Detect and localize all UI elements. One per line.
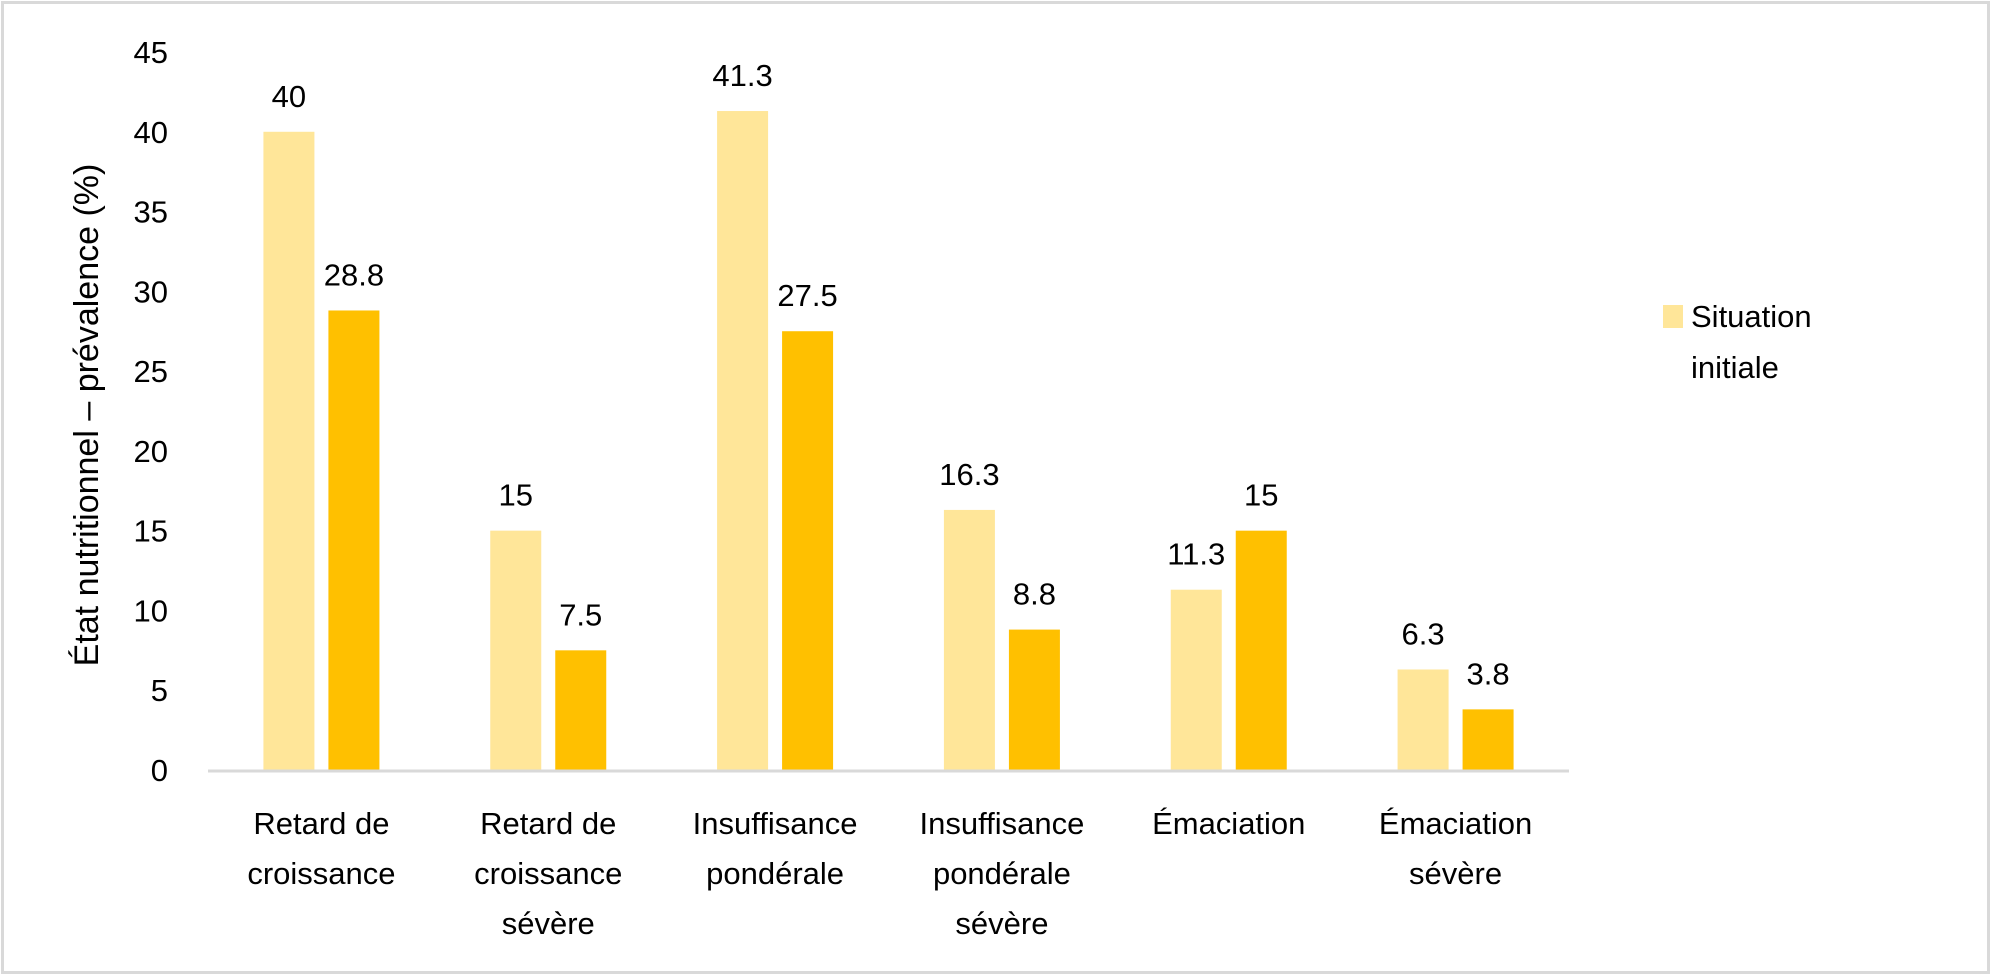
- y-tick-label: 15: [134, 514, 168, 549]
- data-label: 6.3: [1402, 616, 1445, 651]
- x-tick-label-line: Retard de: [253, 806, 389, 841]
- data-label: 15: [1244, 478, 1278, 513]
- x-tick-label: Émaciation sévère: [1379, 806, 1532, 891]
- x-tick-label-line: sévère: [1409, 856, 1502, 891]
- x-tick-label-line: pondérale: [706, 856, 844, 891]
- y-tick-label: 0: [151, 753, 168, 788]
- data-label: 16.3: [939, 457, 999, 492]
- x-tick-label-line: Insuffisance: [919, 806, 1084, 841]
- bar-series-0-cat-1: [490, 530, 542, 770]
- legend-label-line: Situation: [1691, 299, 1812, 334]
- x-tick-label: Retard de croissance sévère: [474, 806, 622, 941]
- bar-series-1-cat-1: [555, 650, 607, 770]
- data-label: 41.3: [712, 58, 772, 93]
- x-tick-label-line: sévère: [502, 906, 595, 941]
- x-tick-label-line: Retard de: [480, 806, 616, 841]
- data-label: 8.8: [1013, 577, 1056, 612]
- y-axis-title: État nutritionnel – prévalence (%): [68, 164, 106, 667]
- x-tick-label-line: croissance: [247, 856, 395, 891]
- data-label: 7.5: [559, 597, 602, 632]
- x-tick-label: Insuffisance pondérale: [693, 806, 858, 891]
- legend-swatch-situation-initiale: [1663, 305, 1683, 328]
- bar-series-0-cat-0: [263, 131, 315, 770]
- x-tick-label-line: croissance: [474, 856, 622, 891]
- x-tick-label: Insuffisance pondérale sévère: [919, 806, 1084, 941]
- data-label: 28.8: [324, 257, 384, 292]
- y-tick-label: 40: [134, 115, 168, 150]
- y-tick-label: 30: [134, 274, 168, 309]
- data-label: 11.3: [1167, 537, 1225, 572]
- bar-series-0-cat-4: [1170, 589, 1222, 770]
- bar-series-0-cat-3: [943, 509, 995, 770]
- y-tick-label: 10: [134, 593, 168, 628]
- legend: Situation initiale: [1663, 299, 1820, 385]
- bar-series-0-cat-5: [1397, 669, 1449, 770]
- bar-series-0-cat-2: [717, 111, 769, 771]
- data-label: 3.8: [1467, 656, 1510, 691]
- x-tick-label-line: Émaciation: [1152, 806, 1305, 841]
- y-tick-label: 20: [134, 434, 168, 469]
- x-axis-category-labels: Retard de croissance Retard de croissance sé…: [247, 806, 1532, 941]
- bar-series-1-cat-5: [1462, 709, 1514, 770]
- y-tick-label: 35: [134, 195, 168, 230]
- bar-series-1-cat-0: [328, 310, 380, 770]
- x-tick-label: Émaciation: [1152, 806, 1305, 841]
- bar-series-1-cat-4: [1235, 530, 1287, 770]
- x-tick-label-line: sévère: [955, 906, 1048, 941]
- data-label: 40: [272, 79, 306, 114]
- x-tick-label: Retard de croissance: [247, 806, 395, 891]
- x-tick-label-line: pondérale: [933, 856, 1071, 891]
- x-tick-label-line: Insuffisance: [693, 806, 858, 841]
- data-label: 27.5: [777, 278, 837, 313]
- x-tick-label-line: Émaciation: [1379, 806, 1532, 841]
- y-tick-label: 45: [134, 35, 168, 70]
- legend-label-situation-initiale: Situation initiale: [1691, 299, 1820, 385]
- data-label: 15: [499, 478, 533, 513]
- y-axis-ticks: 0 5 10 15 20 25 30 35 40 45: [134, 35, 168, 788]
- bar-series-1-cat-2: [782, 331, 834, 770]
- bar-series-1-cat-3: [1008, 629, 1060, 770]
- data-labels: 40 28.8 15 7.5 41.3 27.5 16.3 8.8 11.3 15 6.3 3.8: [272, 58, 1510, 691]
- y-tick-label: 5: [151, 673, 168, 708]
- y-tick-label: 25: [134, 354, 168, 389]
- bars: [263, 111, 1514, 771]
- legend-label-line: initiale: [1691, 350, 1779, 385]
